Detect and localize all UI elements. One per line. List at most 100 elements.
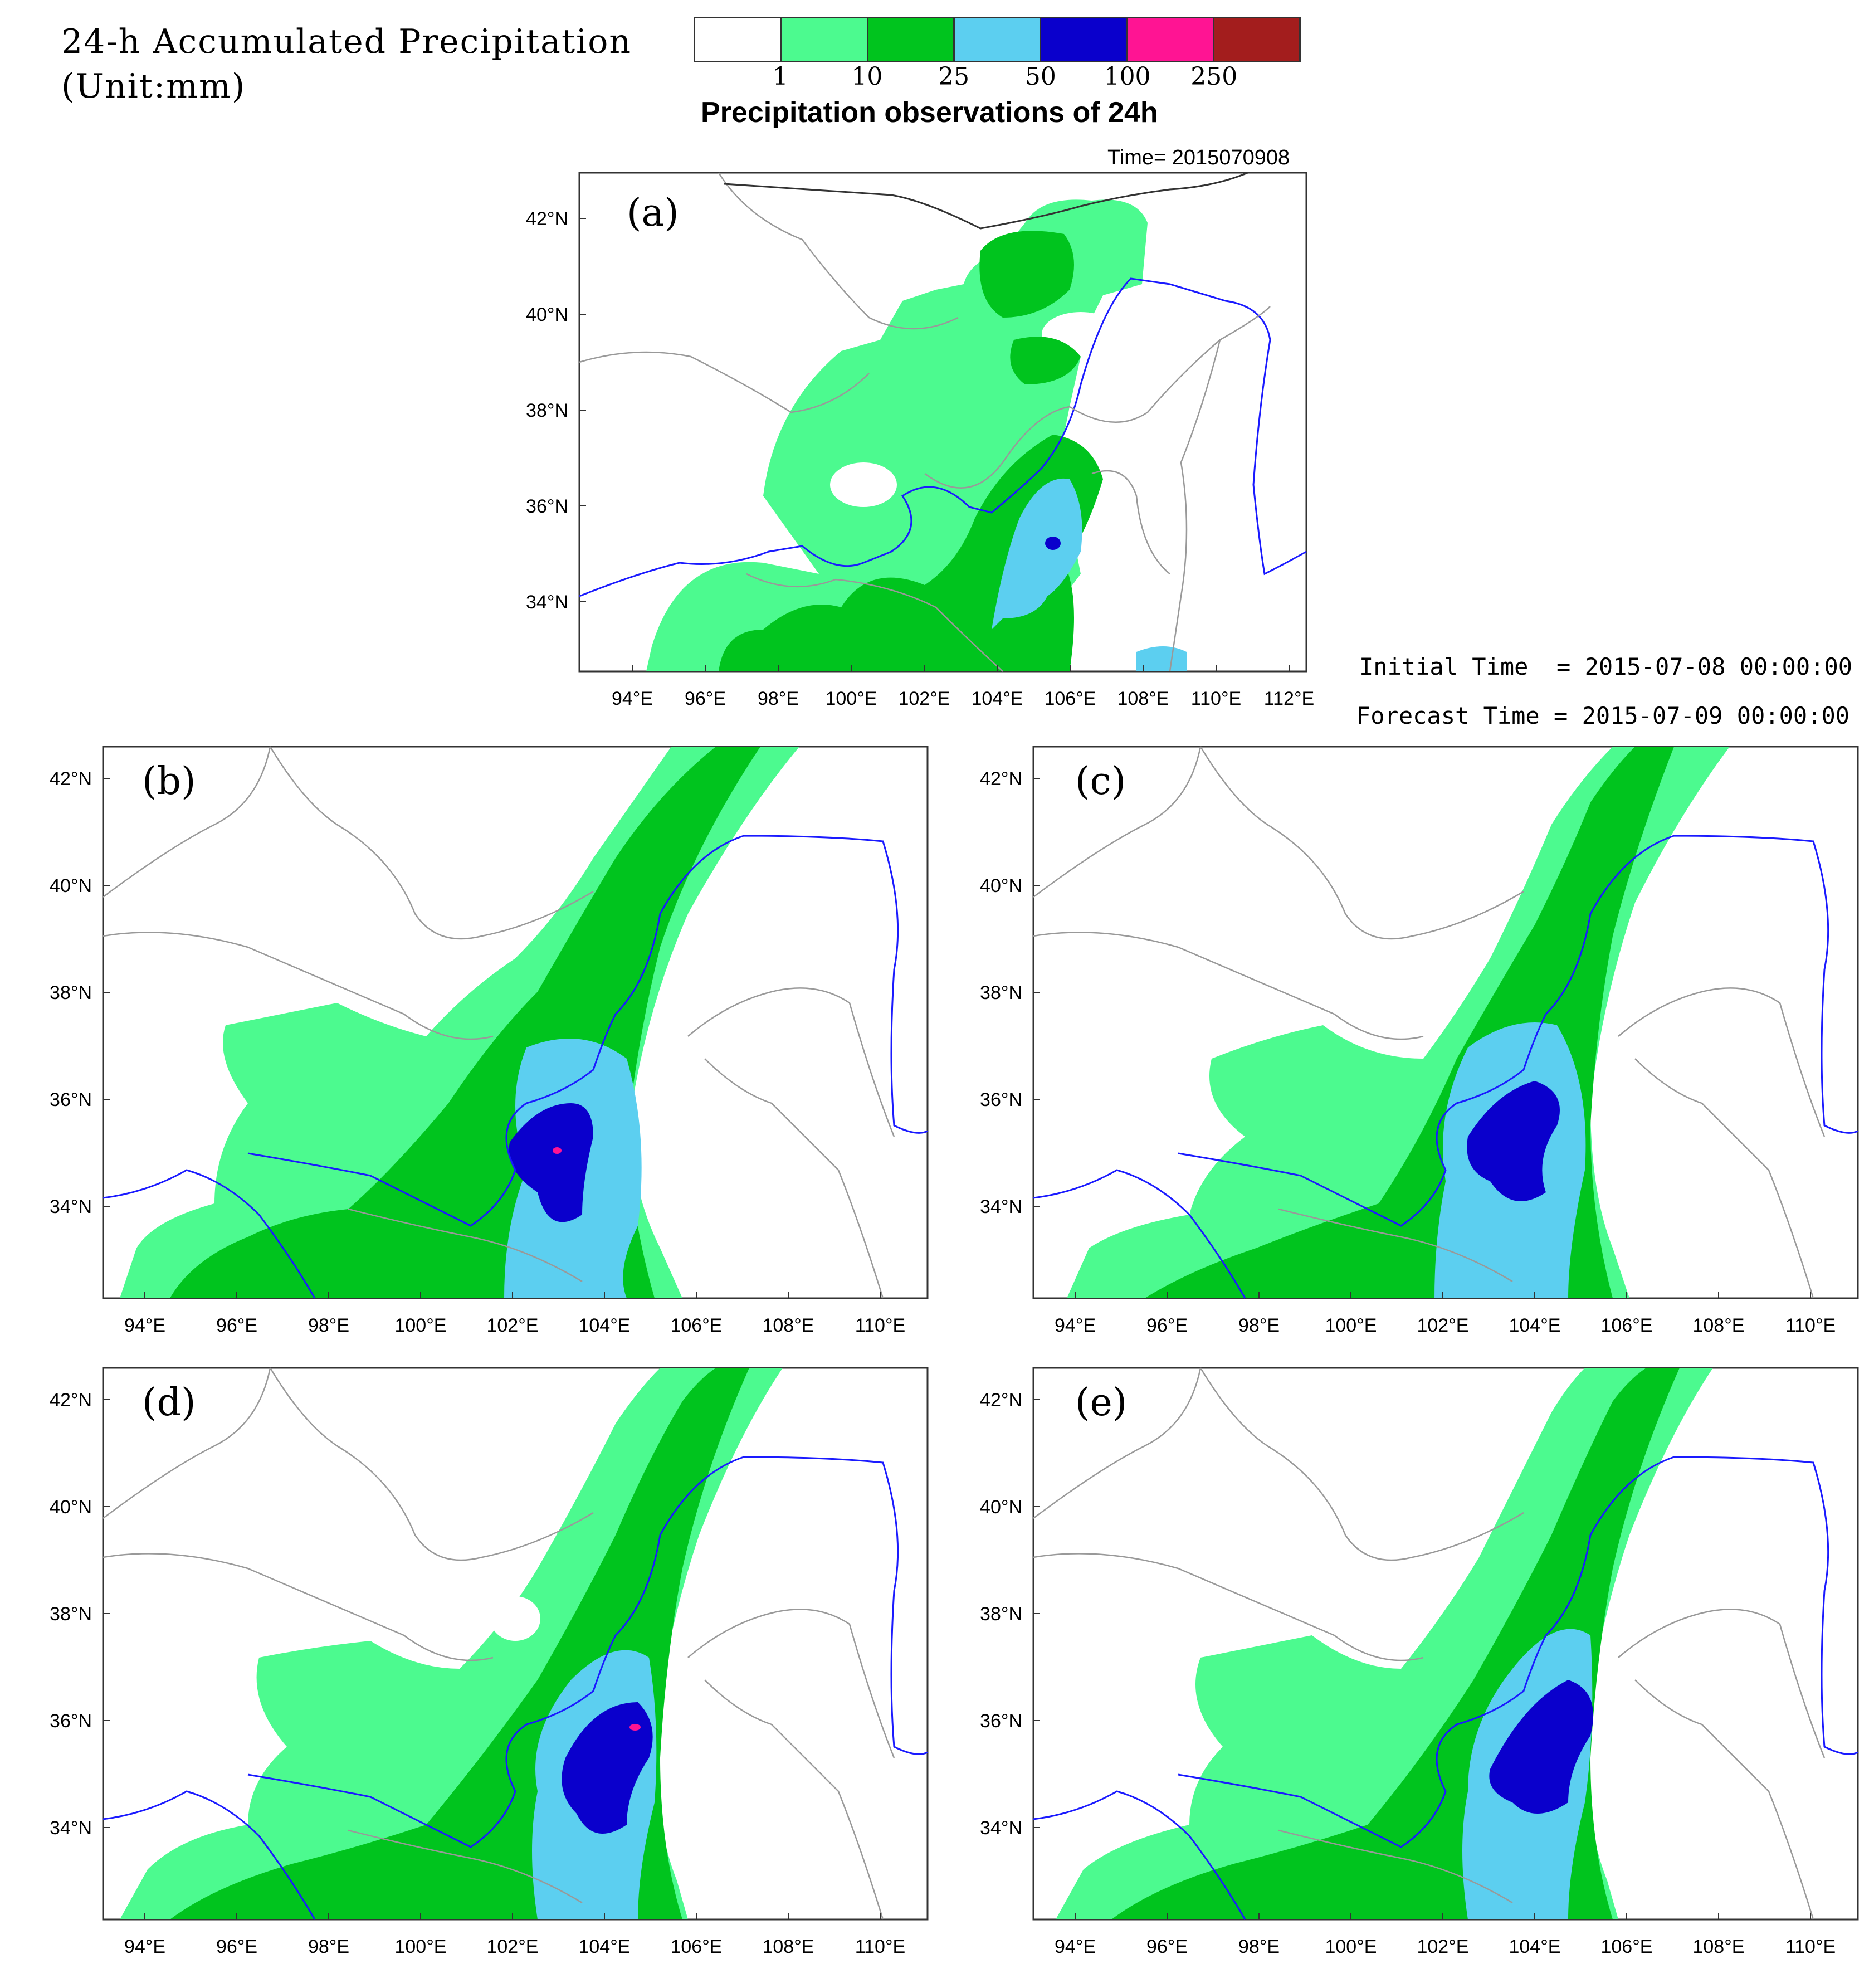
province-boundary bbox=[103, 746, 271, 898]
map-panel-b: (b) 94°E 96°E 98°E 100°E 102°E 104°E 106°E 108°… bbox=[50, 746, 929, 1336]
lon-tick-label: 102°E bbox=[486, 1936, 538, 1957]
province-boundary bbox=[103, 1367, 271, 1519]
province-boundaries bbox=[1033, 1367, 1826, 1920]
lon-tick-label: 110°E bbox=[855, 1936, 905, 1957]
lat-tick-label: 40°N bbox=[980, 1497, 1022, 1518]
province-boundary bbox=[1278, 1208, 1513, 1283]
colorbar-segment bbox=[1041, 18, 1128, 61]
yellow-river-line bbox=[1178, 835, 1858, 1227]
colorbar-segment bbox=[782, 18, 868, 61]
precip-10-25 bbox=[979, 231, 1074, 318]
lon-tick-label: 110°E bbox=[1191, 688, 1241, 709]
province-boundary bbox=[1199, 746, 1524, 940]
colorbar-segment bbox=[695, 18, 782, 61]
map-panel-d: (d) 94°E 96°E 98°E 100°E 102°E 104°E 106°E 108°… bbox=[50, 1367, 929, 1957]
lon-tick-label: 96°E bbox=[685, 688, 726, 709]
panel-label-e: (e) bbox=[1075, 1381, 1127, 1425]
rivers bbox=[103, 835, 928, 1299]
province-boundary bbox=[1278, 1829, 1513, 1904]
rivers bbox=[1033, 1456, 1858, 1920]
map-panel-e: (e) 94°E 96°E 98°E 100°E 102°E 104°E 106°E 108°… bbox=[980, 1367, 1859, 1957]
province-boundary bbox=[1618, 1609, 1826, 1758]
lat-tick-label: 34°N bbox=[526, 592, 568, 613]
lat-tick-label: 38°N bbox=[50, 982, 92, 1003]
lon-tick-label: 108°E bbox=[1692, 1315, 1744, 1336]
lon-tick-label: 94°E bbox=[1055, 1936, 1096, 1957]
province-boundary bbox=[746, 573, 1003, 672]
province-boundary bbox=[1033, 746, 1202, 898]
lon-tick-label: 102°E bbox=[1417, 1936, 1468, 1957]
figure-unit: (Unit:mm) bbox=[61, 67, 246, 106]
lon-tick-label: 102°E bbox=[898, 688, 950, 709]
lon-tick-label: 106°E bbox=[1600, 1936, 1652, 1957]
forecast-time-label: Forecast Time = 2015-07-09 00:00:00 bbox=[1356, 702, 1850, 729]
lon-tick-label: 94°E bbox=[1055, 1315, 1096, 1336]
lat-tick-label: 36°N bbox=[526, 496, 568, 517]
national-boundary bbox=[724, 172, 1248, 230]
lat-tick-label: 38°N bbox=[50, 1604, 92, 1625]
precip-50-100 bbox=[1489, 1680, 1593, 1814]
province-boundary bbox=[924, 306, 1271, 489]
lat-tick-label: 34°N bbox=[980, 1196, 1022, 1217]
river-line bbox=[103, 1790, 316, 1920]
yellow-river-line bbox=[247, 1456, 928, 1848]
axis-ticks-d: 94°E 96°E 98°E 100°E 102°E 104°E 106°E 108°E 110… bbox=[50, 1390, 905, 1957]
province-boundary bbox=[1634, 1679, 1814, 1920]
lat-tick-label: 42°N bbox=[980, 1390, 1022, 1411]
province-boundary bbox=[1199, 1367, 1524, 1561]
province-boundaries bbox=[1033, 746, 1826, 1299]
province-boundary bbox=[1618, 987, 1826, 1137]
yellow-river-line bbox=[1178, 1456, 1858, 1848]
lon-tick-label: 102°E bbox=[486, 1315, 538, 1336]
precip-25-50 bbox=[992, 478, 1082, 630]
lon-tick-label: 108°E bbox=[1692, 1936, 1744, 1957]
province-boundary bbox=[103, 932, 494, 1040]
lon-tick-label: 106°E bbox=[670, 1936, 722, 1957]
lat-tick-label: 40°N bbox=[50, 1497, 92, 1518]
panel-label-c: (c) bbox=[1075, 759, 1126, 803]
yellow-river-line bbox=[247, 835, 928, 1227]
lon-tick-label: 106°E bbox=[1044, 688, 1096, 709]
lon-tick-label: 102°E bbox=[1417, 1315, 1468, 1336]
lat-tick-label: 42°N bbox=[980, 768, 1022, 790]
rivers bbox=[103, 1456, 928, 1920]
lon-tick-label: 98°E bbox=[1238, 1936, 1280, 1957]
precip-10-25 bbox=[1010, 337, 1081, 384]
province-boundaries bbox=[103, 1367, 895, 1920]
lon-tick-label: 110°E bbox=[855, 1315, 905, 1336]
province-boundary bbox=[579, 351, 870, 413]
lat-tick-label: 34°N bbox=[50, 1818, 92, 1839]
colorbar-level-label: 50 bbox=[1024, 62, 1056, 91]
lon-tick-label: 106°E bbox=[670, 1315, 722, 1336]
lon-tick-label: 94°E bbox=[124, 1936, 165, 1957]
colorbar-segment bbox=[954, 18, 1042, 61]
lon-tick-label: 104°E bbox=[578, 1936, 630, 1957]
province-boundary bbox=[1169, 339, 1221, 672]
lon-tick-label: 110°E bbox=[1785, 1936, 1836, 1957]
axis-ticks-a: 94°E 96°E 98°E 100°E 102°E 104°E 106°E 108°E 110… bbox=[526, 208, 1314, 709]
precip-50-100 bbox=[1467, 1081, 1560, 1201]
axis-ticks-c: 94°E 96°E 98°E 100°E 102°E 104°E 106°E 108°E 110… bbox=[980, 768, 1836, 1336]
province-boundary bbox=[687, 1609, 895, 1758]
precip-50-100 bbox=[509, 1103, 593, 1222]
map-panel-a: (a) 94°E 96°E 98°E 100°E 102°E 104°E 106°E 108°… bbox=[526, 172, 1314, 709]
lat-tick-label: 36°N bbox=[980, 1089, 1022, 1110]
colorbar-level-label: 1 bbox=[772, 62, 788, 91]
precip-100-250 bbox=[553, 1147, 562, 1154]
lon-tick-label: 108°E bbox=[1117, 688, 1169, 709]
province-boundary bbox=[269, 1367, 594, 1561]
precip-100-250 bbox=[629, 1724, 641, 1731]
lat-tick-label: 42°N bbox=[50, 768, 92, 790]
province-boundaries bbox=[579, 172, 1271, 672]
province-boundary bbox=[103, 1553, 494, 1661]
precip-50-100 bbox=[1045, 537, 1061, 550]
province-boundary bbox=[1091, 470, 1170, 574]
lon-tick-label: 104°E bbox=[971, 688, 1023, 709]
lon-tick-label: 94°E bbox=[612, 688, 653, 709]
lat-tick-label: 34°N bbox=[980, 1818, 1022, 1839]
yellow-river-line bbox=[579, 277, 1307, 597]
lon-tick-label: 94°E bbox=[124, 1315, 165, 1336]
colorbar-segment bbox=[868, 18, 955, 61]
lat-tick-label: 38°N bbox=[526, 400, 568, 421]
colorbar-segment bbox=[1214, 18, 1299, 61]
